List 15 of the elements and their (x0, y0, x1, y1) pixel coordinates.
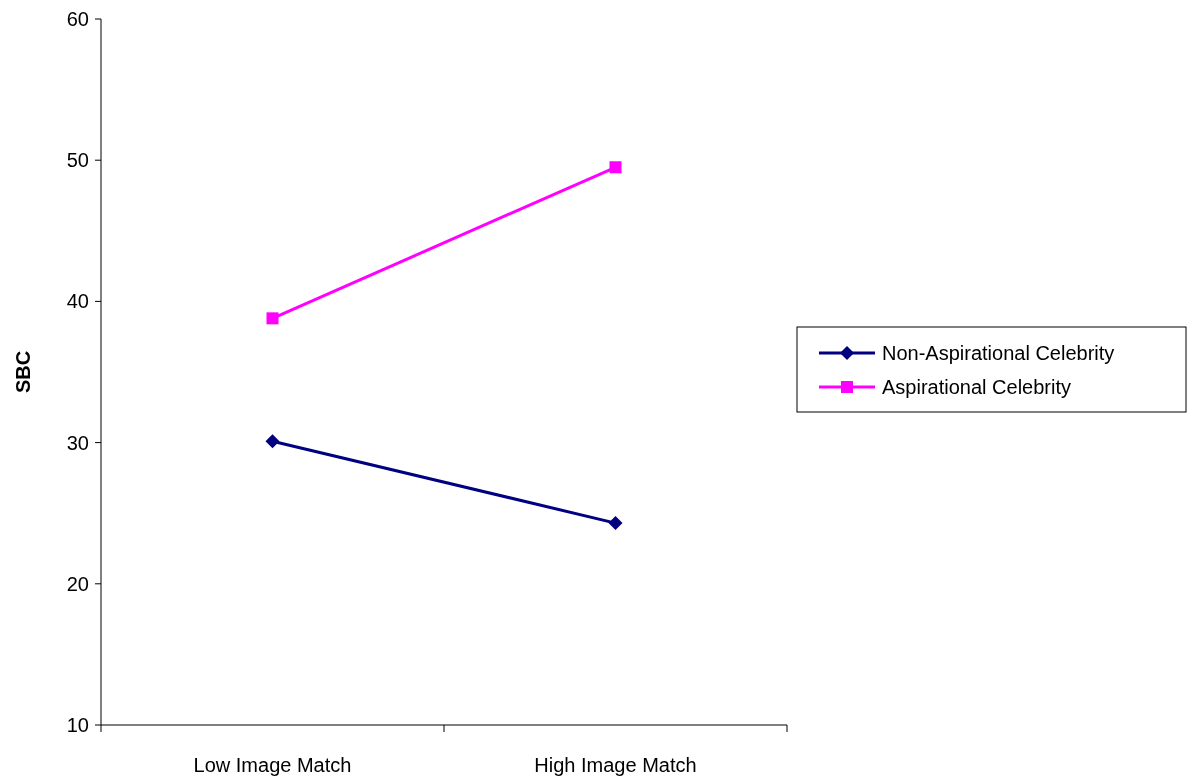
y-tick-label: 30 (66, 431, 89, 454)
point (608, 516, 623, 531)
point (266, 312, 279, 325)
point (265, 434, 280, 449)
y-tick-label: 60 (66, 8, 89, 30)
y-tick-label: 10 (66, 714, 89, 736)
x-tick-label: High Image Match (534, 754, 697, 776)
y-axis-title: SBC (12, 350, 34, 394)
y-tick-label: 50 (66, 149, 89, 172)
x-tick-label: Low Image Match (193, 754, 352, 776)
legend-label: Non-Aspirational Celebrity (882, 342, 1115, 364)
y-tick-label: 20 (66, 572, 89, 595)
y-tick-label: 40 (66, 290, 89, 313)
legend-label: Aspirational Celebrity (882, 376, 1071, 398)
point (609, 161, 622, 174)
